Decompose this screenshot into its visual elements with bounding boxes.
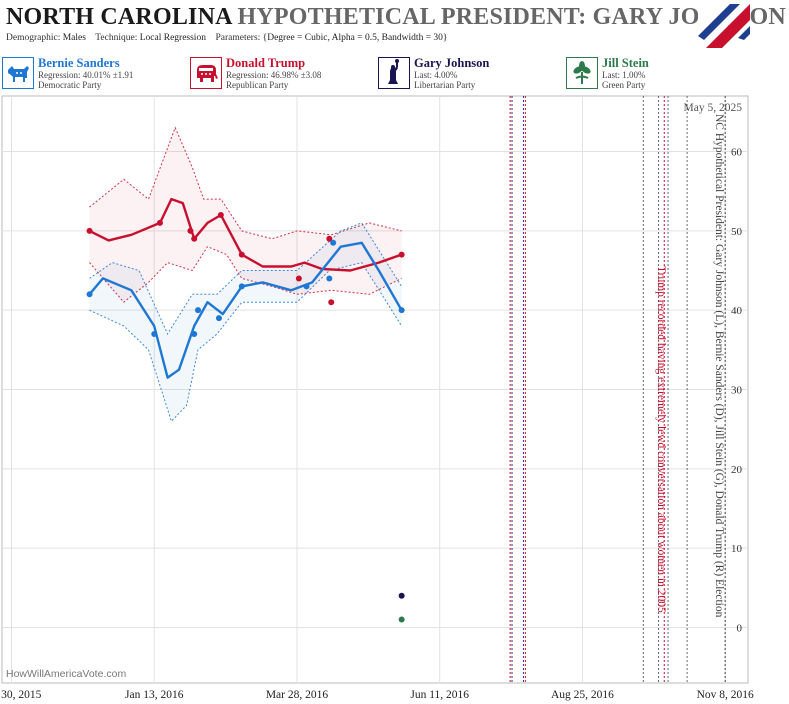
parameters-label: Parameters: [215,33,261,43]
legend-stat-stein: Last: 1.00% [602,70,646,80]
title-bar: NORTH CAROLINA HYPOTHETICAL PRESIDENT: G… [0,0,789,48]
x-tick-label: Mar 28, 2016 [266,689,329,701]
data-point-0 [398,251,405,258]
data-point-1 [238,283,245,290]
legend-item-johnson: Gary Johnson Last: 4.00% Libertarian Par… [376,55,566,93]
legend-name-sanders: Bernie Sanders [38,56,120,70]
watermark: HowWillAmericaVote.com [6,668,127,680]
date-annotation: May 5, 2025 [684,102,743,114]
band-upper-line-1 [89,222,403,336]
flag-icon [698,0,750,48]
data-point-1 [398,307,405,314]
data-point-1 [215,315,222,322]
legend-item-sanders: Bernie Sanders Regression: 40.01% ±1.91 … [0,55,190,93]
data-point-0 [187,227,194,234]
legend-stat-trump: Regression: 46.98% ±3.08 [226,70,322,80]
y-tick-label: 60 [731,147,743,159]
legend-party-trump: Republican Party [226,80,289,90]
parameters-line: Demographic: Males Technique: Local Regr… [6,33,448,43]
legend-stat-sanders: Regression: 40.01% ±1.91 [38,70,134,80]
y-tick-label: 0 [737,622,743,634]
data-point-1 [151,330,158,337]
data-point-1 [330,239,337,246]
data-point-2 [398,592,405,599]
donkey-icon [2,57,34,89]
technique-value: Local Regression [139,33,206,43]
data-point-0 [326,235,333,242]
x-tick-label: Oct 30, 2015 [0,689,42,701]
legend-party-sanders: Democratic Party [38,80,102,90]
band-upper-line-0 [89,126,402,240]
elephant-icon [190,57,222,89]
trend-line-1 [88,241,403,379]
legend-party-stein: Green Party [602,80,646,90]
data-point-1 [303,283,310,290]
band-lower-line-0 [89,246,402,303]
y-tick-label: 10 [731,543,743,555]
x-tick-label: Jan 13, 2016 [125,689,184,701]
data-point-1 [191,330,198,337]
x-tick-label: Jun 11, 2016 [410,689,469,701]
data-point-3 [398,616,405,623]
legend-item-trump: Donald Trump Regression: 46.98% ±3.08 Re… [188,55,378,93]
demographic-value: Males [62,33,86,43]
data-point-0 [328,299,335,306]
confidence-band-1 [89,222,402,422]
demographic-label: Demographic: [6,33,61,43]
legend-stat-johnson: Last: 4.00% [414,70,458,80]
legend-name-trump: Donald Trump [226,56,306,70]
y-tick-label: 20 [731,464,743,476]
data-point-1 [326,275,333,282]
y-tick-label: 30 [731,385,743,397]
data-point-1 [86,291,93,298]
data-point-0 [295,275,302,282]
data-point-0 [156,219,163,226]
y-tick-label: 50 [731,226,743,238]
event-annotation: Trump recorded having extremely lewd con… [655,266,667,613]
legend-name-stein: Jill Stein [602,56,649,70]
title-state: NORTH CAROLINA [6,4,232,30]
parameters-value: {Degree = Cubic, Alpha = 0.5, Bandwidth … [262,33,448,43]
legend-party-johnson: Libertarian Party [414,80,476,90]
data-point-1 [195,307,202,314]
liberty-statue-icon [378,57,410,89]
data-point-0 [217,211,224,218]
y-tick-label: 40 [731,305,743,317]
right-axis-label: NC Hypothetical President: Gary Johnson … [713,114,725,618]
technique-label: Technique: [95,33,138,43]
leaf-icon [566,57,598,89]
x-tick-label: Nov 8, 2016 [697,689,754,701]
data-point-0 [191,235,198,242]
data-point-0 [238,251,245,258]
title-subtitle: HYPOTHETICAL PRESIDENT: GARY JOHNSON [237,4,786,30]
x-tick-label: Aug 25, 2016 [551,689,614,701]
legend-item-stein: Jill Stein Last: 1.00% Green Party [564,55,754,93]
data-point-0 [86,227,93,234]
page-title: NORTH CAROLINA HYPOTHETICAL PRESIDENT: G… [6,4,786,31]
legend-name-johnson: Gary Johnson [414,56,490,70]
confidence-band-0 [89,127,402,303]
